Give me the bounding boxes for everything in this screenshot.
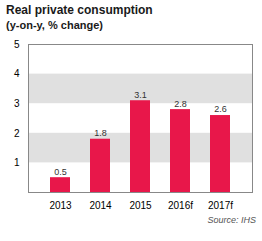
svg-text:4: 4	[14, 68, 20, 79]
svg-text:1: 1	[14, 157, 20, 168]
html-text:(y-on-y, % change): (y-on-y, % change)	[6, 19, 103, 31]
svg-text:2013: 2013	[49, 200, 72, 211]
svg-text:3: 3	[14, 98, 20, 109]
svg-text:1.8: 1.8	[94, 128, 107, 138]
svg-text:2.6: 2.6	[214, 104, 227, 114]
svg-text:2016f: 2016f	[168, 200, 193, 211]
svg-text:2: 2	[14, 128, 20, 139]
html-text:Source: IHS: Source: IHS	[207, 215, 256, 225]
svg-text:2017f: 2017f	[208, 200, 233, 211]
svg-text:2015: 2015	[129, 200, 152, 211]
svg-text:5: 5	[14, 39, 20, 50]
svg-text:2014: 2014	[89, 200, 112, 211]
svg-text:2.8: 2.8	[174, 99, 187, 109]
html-text:Real private consumption: Real private consumption	[6, 3, 153, 17]
svg-text:3.1: 3.1	[134, 90, 147, 100]
svg-text:0.5: 0.5	[54, 167, 67, 177]
